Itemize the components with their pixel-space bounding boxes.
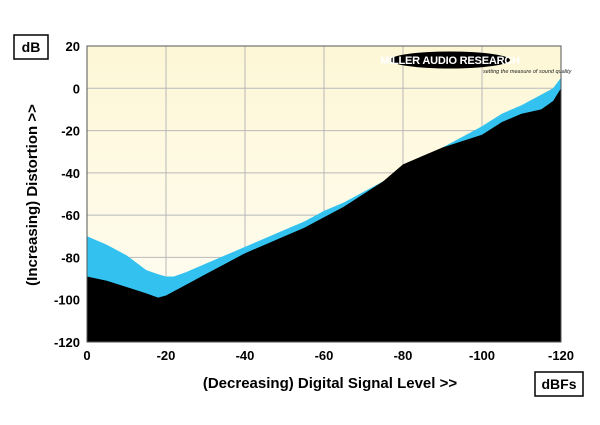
x-tick-label: 0 [83,348,90,363]
y-tick-label: 20 [66,39,80,54]
plot-frame [86,45,562,343]
x-tick-label: -40 [236,348,255,363]
x-axis-ticks: 0 -20 -40 -60 -80 -100 -120 [83,348,574,363]
x-unit-label: dBFs [542,376,577,392]
y-tick-label: -40 [61,166,80,181]
y-tick-label: 0 [73,81,80,96]
y-tick-label: -120 [54,335,80,350]
x-tick-label: -60 [315,348,334,363]
miller-audio-research-logo: MILLER AUDIO RESEARCH setting the measur… [380,51,573,75]
y-tick-label: -100 [54,293,80,308]
distortion-lower-fill [87,88,561,342]
brand-tagline: setting the measure of sound quality [483,69,573,75]
x-axis-title: (Decreasing) Digital Signal Level >> [203,375,457,392]
x-tick-label: -80 [394,348,413,363]
y-unit-box: dB [13,34,49,60]
x-tick-label: -100 [469,348,495,363]
y-unit-label: dB [22,39,41,55]
y-tick-label: -80 [61,250,80,265]
y-axis-title: (Increasing) Distortion >> [24,104,41,286]
brand-name: MILLER AUDIO RESEARCH [380,55,520,67]
x-tick-label: -20 [157,348,176,363]
y-tick-label: -20 [61,124,80,139]
x-unit-box: dBFs [534,371,584,397]
y-tick-label: -60 [61,208,80,223]
y-axis-ticks: 20 0 -20 -40 -60 -80 -100 -120 [54,39,80,350]
x-tick-label: -120 [548,348,574,363]
